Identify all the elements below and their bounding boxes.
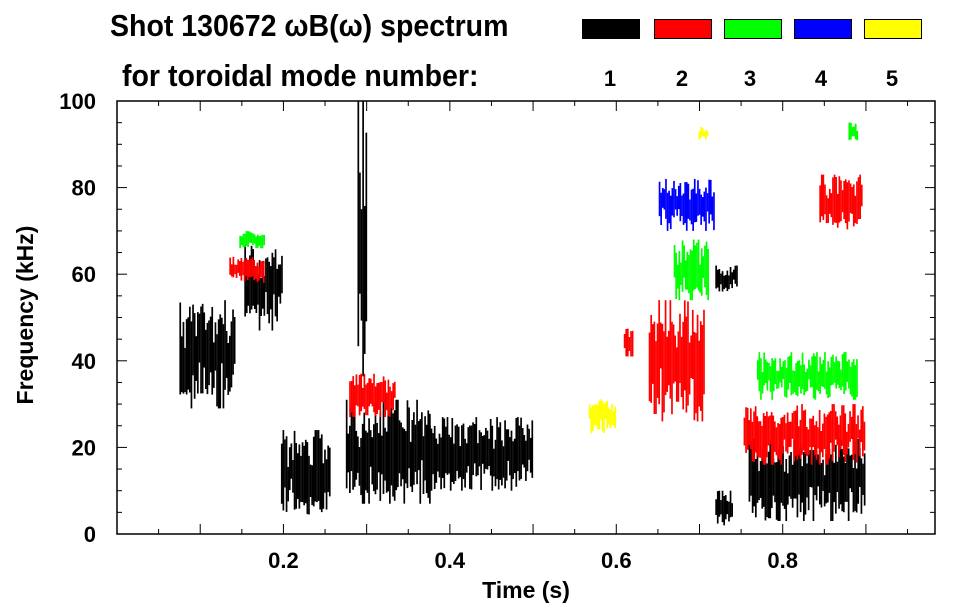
legend-label-mode-4: 4: [814, 66, 828, 91]
mode-1-region: [429, 417, 534, 491]
mode-3-region: [756, 352, 858, 400]
chart-title-line1: Shot 130672 ωB(ω) spectrum: [110, 8, 509, 43]
spectrogram-marks: [179, 101, 866, 526]
mode-2-region: [743, 404, 866, 465]
mode-2-region: [623, 328, 634, 357]
chart-title-line2: for toroidal mode number:: [122, 58, 479, 93]
legend-swatch-mode-4: [794, 19, 852, 39]
mode-3-region: [673, 239, 709, 301]
y-tick-label: 40: [72, 349, 96, 374]
x-tick-label: 0.6: [601, 548, 632, 573]
x-axis-label: Time (s): [482, 577, 570, 603]
legend-label-mode-2: 2: [675, 66, 689, 91]
legend-swatch-mode-1: [582, 19, 640, 39]
legend-swatch-mode-2: [654, 19, 712, 39]
mode-2-region: [349, 373, 396, 418]
legend-label-mode-3: 3: [743, 66, 757, 91]
legend-swatch-mode-5: [864, 19, 922, 39]
y-tick-label: 0: [84, 522, 96, 547]
axes: 0.2 0.4 0.6 0.8 0 20 40 60 80 100: [59, 89, 936, 573]
mode-4-region: [658, 178, 715, 231]
legend-label-mode-5: 5: [885, 66, 899, 91]
y-tick-label: 100: [59, 89, 96, 114]
mode-2-region: [229, 256, 265, 283]
mode-3-region: [848, 122, 859, 141]
mode-5-region: [588, 399, 617, 434]
mode-1-region: [357, 101, 368, 377]
y-tick-label: 80: [72, 176, 96, 201]
mode-2-region: [648, 300, 705, 422]
legend-swatch-mode-3: [724, 19, 782, 39]
y-tick-label: 20: [72, 435, 96, 460]
mode-3-region: [239, 230, 266, 249]
mode-1-region: [244, 245, 283, 331]
x-tick-label: 0.2: [268, 548, 299, 573]
x-tick-label: 0.8: [767, 548, 798, 573]
y-tick-label: 60: [72, 262, 96, 287]
mode-1-region: [345, 399, 431, 504]
legend-label-mode-1: 1: [603, 66, 617, 91]
mode-1-region: [179, 300, 236, 409]
mode-5-region: [698, 126, 709, 140]
mode-1-region: [715, 265, 738, 292]
mode-1-region: [715, 490, 733, 526]
y-axis-label: Frequency (kHz): [12, 226, 38, 405]
mode-1-region: [280, 430, 331, 515]
x-tick-label: 0.4: [435, 548, 466, 573]
mode-2-region: [819, 174, 863, 230]
